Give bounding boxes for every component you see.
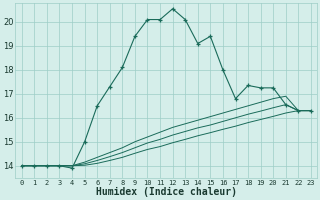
X-axis label: Humidex (Indice chaleur): Humidex (Indice chaleur) bbox=[96, 187, 237, 197]
